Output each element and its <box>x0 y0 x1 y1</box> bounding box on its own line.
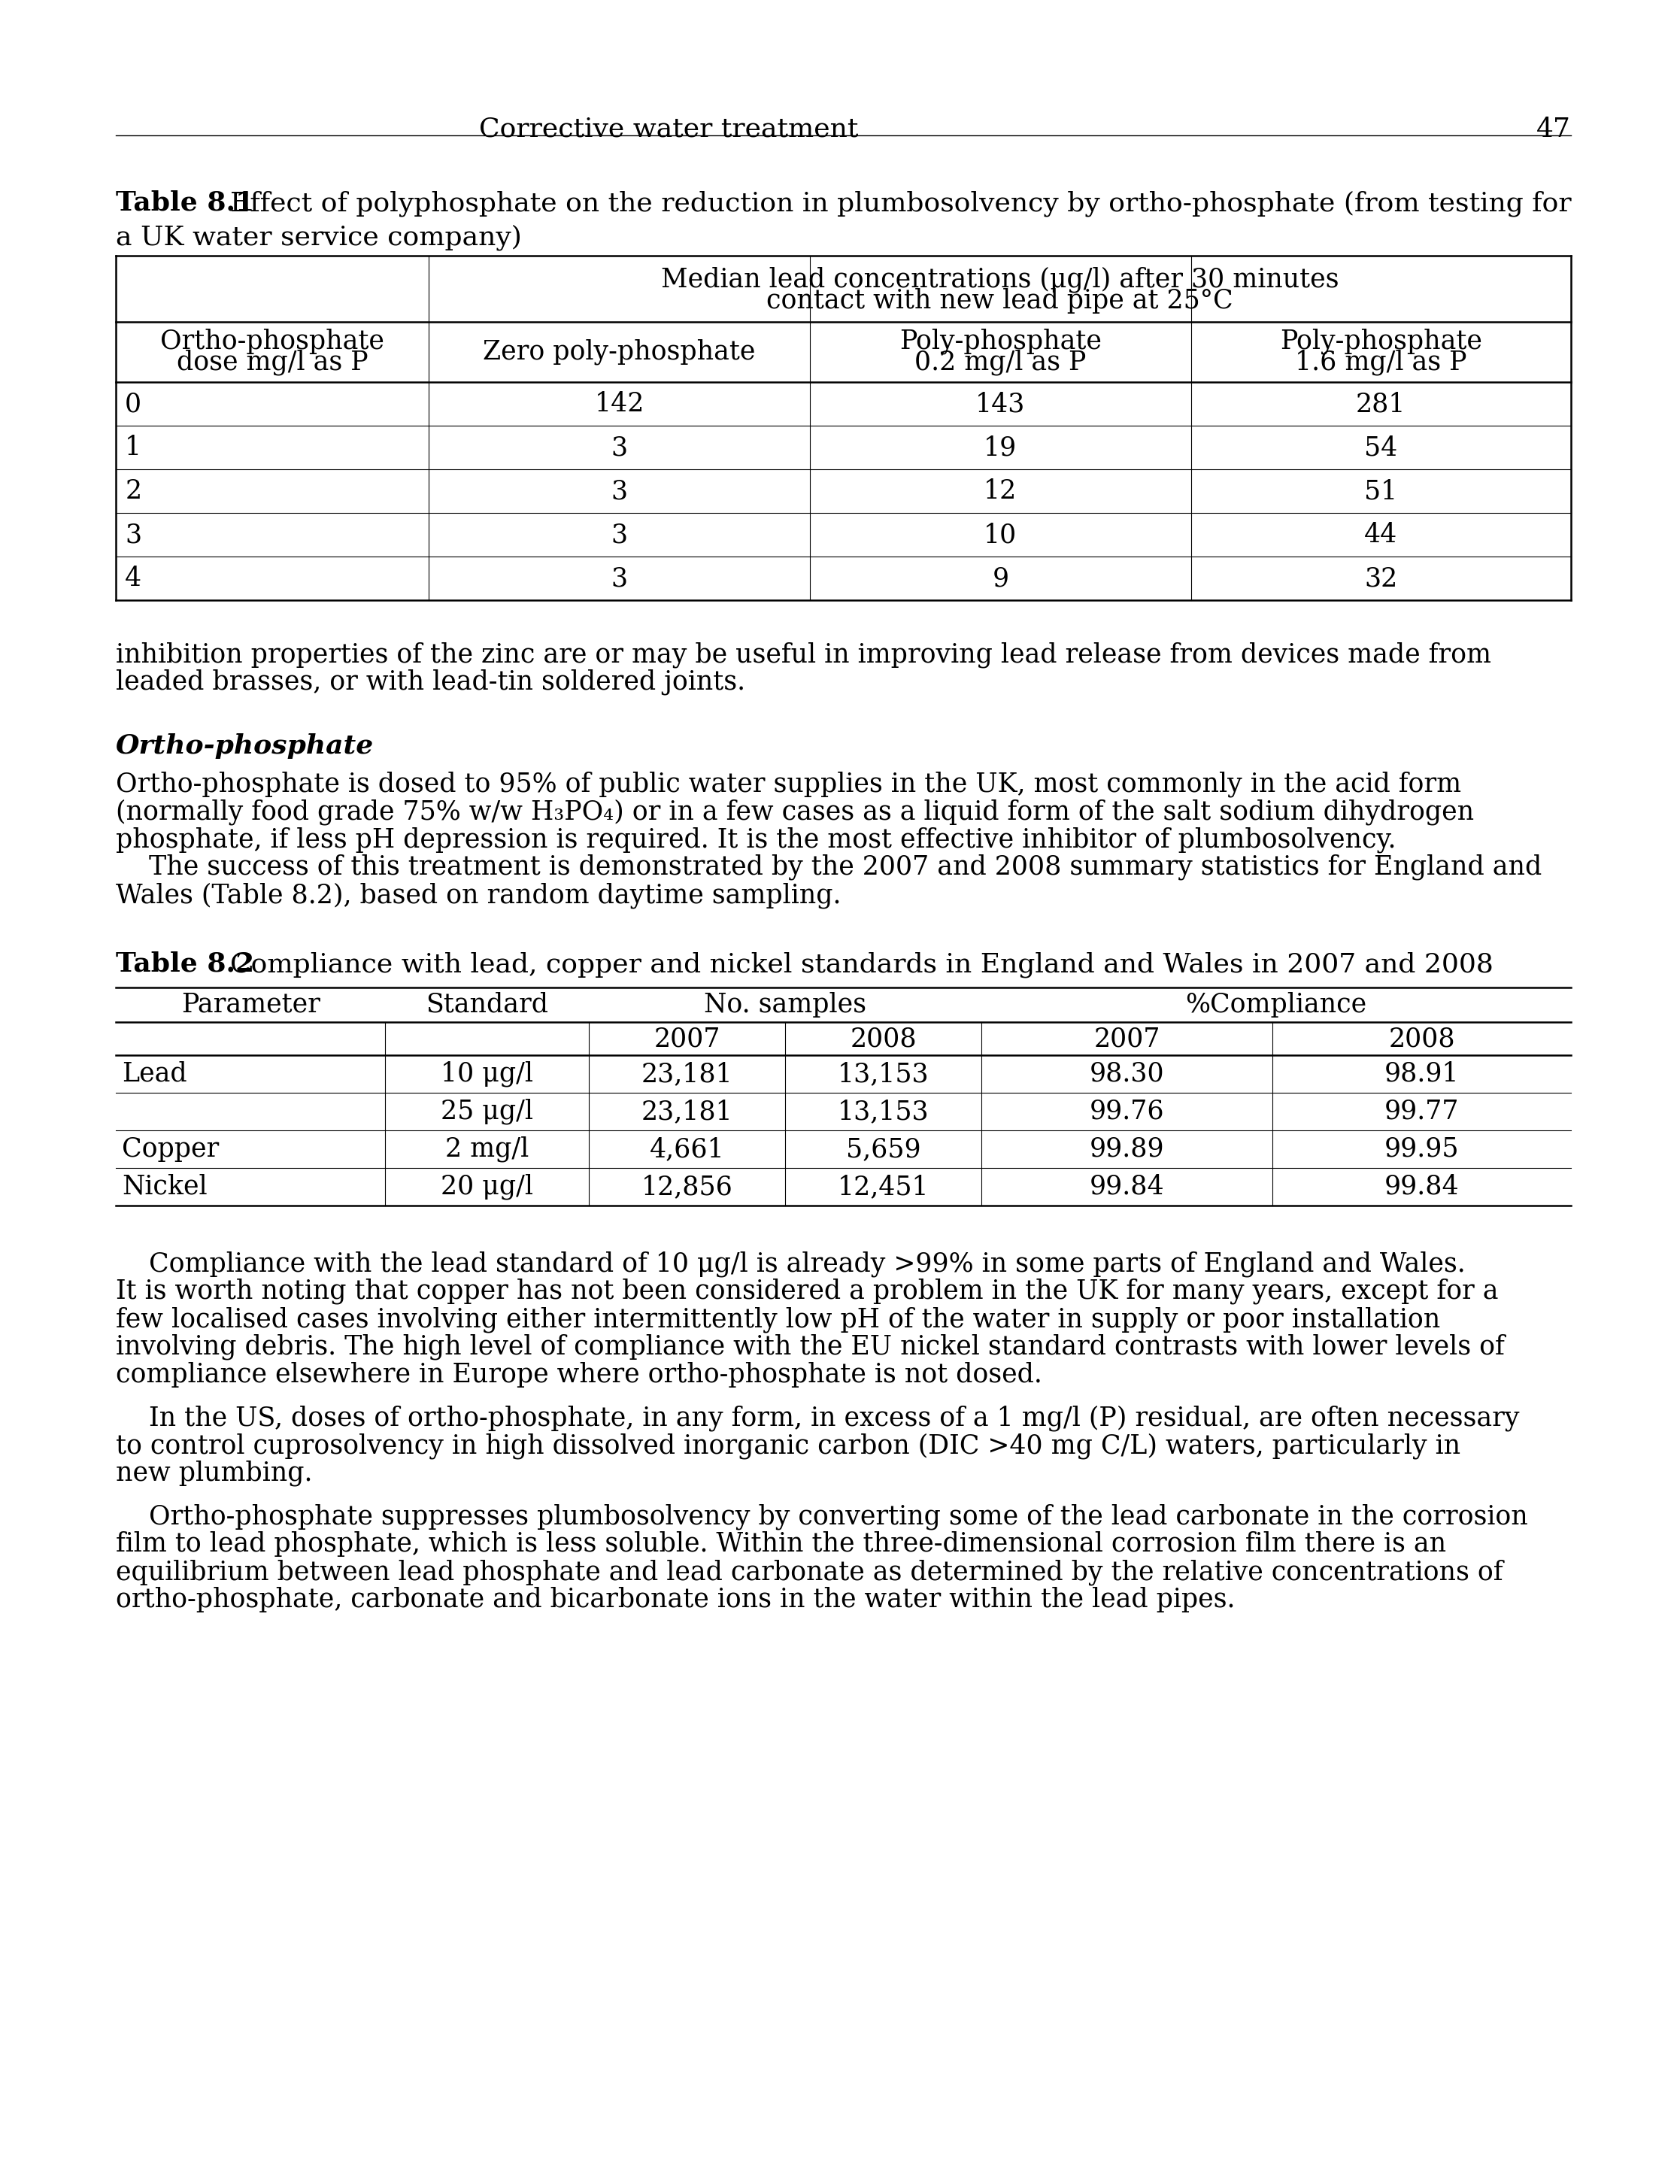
Text: Ortho-phosphate is dosed to 95% of public water supplies in the UK, most commonl: Ortho-phosphate is dosed to 95% of publi… <box>116 771 1462 797</box>
Text: contact with new lead pipe at 25°C: contact with new lead pipe at 25°C <box>766 288 1233 314</box>
Text: Parameter: Parameter <box>181 992 319 1018</box>
Text: It is worth noting that copper has not been considered a problem in the UK for m: It is worth noting that copper has not b… <box>116 1278 1499 1304</box>
Text: to control cuprosolvency in high dissolved inorganic carbon (DIC >40 mg C/L) wat: to control cuprosolvency in high dissolv… <box>116 1433 1460 1459</box>
Text: 19: 19 <box>984 435 1016 461</box>
Text: compliance elsewhere in Europe where ortho-phosphate is not dosed.: compliance elsewhere in Europe where ort… <box>116 1363 1042 1387</box>
Text: Corrective water treatment: Corrective water treatment <box>479 116 858 142</box>
Text: dose mg/l as P: dose mg/l as P <box>176 349 368 376</box>
Text: 0: 0 <box>124 391 141 417</box>
Text: 99.76: 99.76 <box>1090 1099 1164 1125</box>
Text: a UK water service company): a UK water service company) <box>116 225 522 251</box>
Text: Ortho-phosphate suppresses plumbosolvency by converting some of the lead carbona: Ortho-phosphate suppresses plumbosolvenc… <box>116 1503 1529 1529</box>
Text: Compliance with the lead standard of 10 μg/l is already >99% in some parts of En: Compliance with the lead standard of 10 … <box>116 1251 1465 1278</box>
Text: 1: 1 <box>124 435 141 461</box>
Text: 20 μg/l: 20 μg/l <box>440 1173 533 1199</box>
Text: film to lead phosphate, which is less soluble. Within the three-dimensional corr: film to lead phosphate, which is less so… <box>116 1531 1446 1557</box>
Text: 2007: 2007 <box>654 1026 721 1051</box>
Text: 13,153: 13,153 <box>838 1099 929 1125</box>
Text: 4: 4 <box>124 566 141 592</box>
Text: In the US, doses of ortho-phosphate, in any form, in excess of a 1 mg/l (P) resi: In the US, doses of ortho-phosphate, in … <box>116 1404 1519 1431</box>
Text: Zero poly-phosphate: Zero poly-phosphate <box>484 339 756 365</box>
Text: Standard: Standard <box>425 992 548 1018</box>
Text: 0.2 mg/l as P: 0.2 mg/l as P <box>914 349 1087 376</box>
Text: 99.95: 99.95 <box>1384 1136 1460 1162</box>
Text: Ortho-phosphate: Ortho-phosphate <box>116 734 375 758</box>
Text: 23,181: 23,181 <box>642 1061 732 1088</box>
Text: Effect of polyphosphate on the reduction in plumbosolvency by ortho-phosphate (f: Effect of polyphosphate on the reduction… <box>213 190 1571 216</box>
Text: 2 mg/l: 2 mg/l <box>445 1136 529 1162</box>
Text: The success of this treatment is demonstrated by the 2007 and 2008 summary stati: The success of this treatment is demonst… <box>116 854 1542 880</box>
Text: 1.6 mg/l as P: 1.6 mg/l as P <box>1295 349 1467 376</box>
Text: 47: 47 <box>1536 116 1571 142</box>
Text: 143: 143 <box>976 391 1025 417</box>
Text: 3: 3 <box>612 435 628 461</box>
Text: 3: 3 <box>612 522 628 548</box>
Text: equilibrium between lead phosphate and lead carbonate as determined by the relat: equilibrium between lead phosphate and l… <box>116 1559 1504 1586</box>
Text: 3: 3 <box>124 522 141 548</box>
Text: 5,659: 5,659 <box>847 1136 921 1162</box>
Text: Poly-phosphate: Poly-phosphate <box>1280 328 1482 354</box>
Text: 99.89: 99.89 <box>1090 1136 1164 1162</box>
Text: leaded brasses, or with lead-tin soldered joints.: leaded brasses, or with lead-tin soldere… <box>116 668 746 695</box>
Text: 3: 3 <box>612 478 628 505</box>
Text: ortho-phosphate, carbonate and bicarbonate ions in the water within the lead pip: ortho-phosphate, carbonate and bicarbona… <box>116 1588 1235 1612</box>
Text: 3: 3 <box>612 566 628 592</box>
Text: 99.77: 99.77 <box>1384 1099 1460 1125</box>
Text: 32: 32 <box>1364 566 1398 592</box>
Text: few localised cases involving either intermittently low pH of the water in suppl: few localised cases involving either int… <box>116 1306 1440 1332</box>
Text: Nickel: Nickel <box>123 1175 207 1199</box>
Text: 9: 9 <box>993 566 1008 592</box>
Text: 142: 142 <box>595 391 643 417</box>
Text: Wales (Table 8.2), based on random daytime sampling.: Wales (Table 8.2), based on random dayti… <box>116 882 842 909</box>
Text: 10: 10 <box>984 522 1016 548</box>
Text: involving debris. The high level of compliance with the EU nickel standard contr: involving debris. The high level of comp… <box>116 1334 1505 1361</box>
Text: 98.91: 98.91 <box>1384 1061 1460 1088</box>
Text: 10 μg/l: 10 μg/l <box>440 1061 533 1088</box>
Text: 23,181: 23,181 <box>642 1099 732 1125</box>
Text: Ortho-phosphate: Ortho-phosphate <box>160 328 385 354</box>
Text: 2008: 2008 <box>1388 1026 1455 1051</box>
Text: Compliance with lead, copper and nickel standards in England and Wales in 2007 a: Compliance with lead, copper and nickel … <box>213 952 1494 976</box>
Text: 12,856: 12,856 <box>642 1175 732 1199</box>
Text: 4,661: 4,661 <box>650 1136 724 1162</box>
Text: (normally food grade 75% w/w H₃PO₄) or in a few cases as a liquid form of the sa: (normally food grade 75% w/w H₃PO₄) or i… <box>116 799 1473 826</box>
Text: 12,451: 12,451 <box>838 1175 929 1199</box>
Text: 51: 51 <box>1364 478 1398 505</box>
Text: 54: 54 <box>1364 435 1398 461</box>
Text: 25 μg/l: 25 μg/l <box>440 1099 533 1125</box>
Text: phosphate, if less pH depression is required. It is the most effective inhibitor: phosphate, if less pH depression is requ… <box>116 826 1396 852</box>
Text: 2007: 2007 <box>1094 1026 1161 1051</box>
Text: No. samples: No. samples <box>704 992 867 1018</box>
Text: inhibition properties of the zinc are or may be useful in improving lead release: inhibition properties of the zinc are or… <box>116 642 1492 668</box>
Text: 99.84: 99.84 <box>1384 1175 1460 1199</box>
Text: 99.84: 99.84 <box>1090 1175 1164 1199</box>
Text: 44: 44 <box>1364 522 1398 548</box>
Text: %Compliance: %Compliance <box>1186 992 1368 1018</box>
Text: 2008: 2008 <box>850 1026 917 1051</box>
Text: Table 8.1: Table 8.1 <box>116 190 254 216</box>
Text: 13,153: 13,153 <box>838 1061 929 1088</box>
Text: Poly-phosphate: Poly-phosphate <box>899 328 1102 354</box>
Text: 281: 281 <box>1356 391 1406 417</box>
Text: Median lead concentrations (μg/l) after 30 minutes: Median lead concentrations (μg/l) after … <box>660 266 1339 293</box>
Text: Lead: Lead <box>123 1061 186 1088</box>
Text: 2: 2 <box>124 478 141 505</box>
Text: new plumbing.: new plumbing. <box>116 1461 312 1487</box>
Text: 98.30: 98.30 <box>1090 1061 1164 1088</box>
Text: Table 8.2: Table 8.2 <box>116 952 254 976</box>
Text: Copper: Copper <box>123 1136 218 1162</box>
Text: 12: 12 <box>984 478 1016 505</box>
